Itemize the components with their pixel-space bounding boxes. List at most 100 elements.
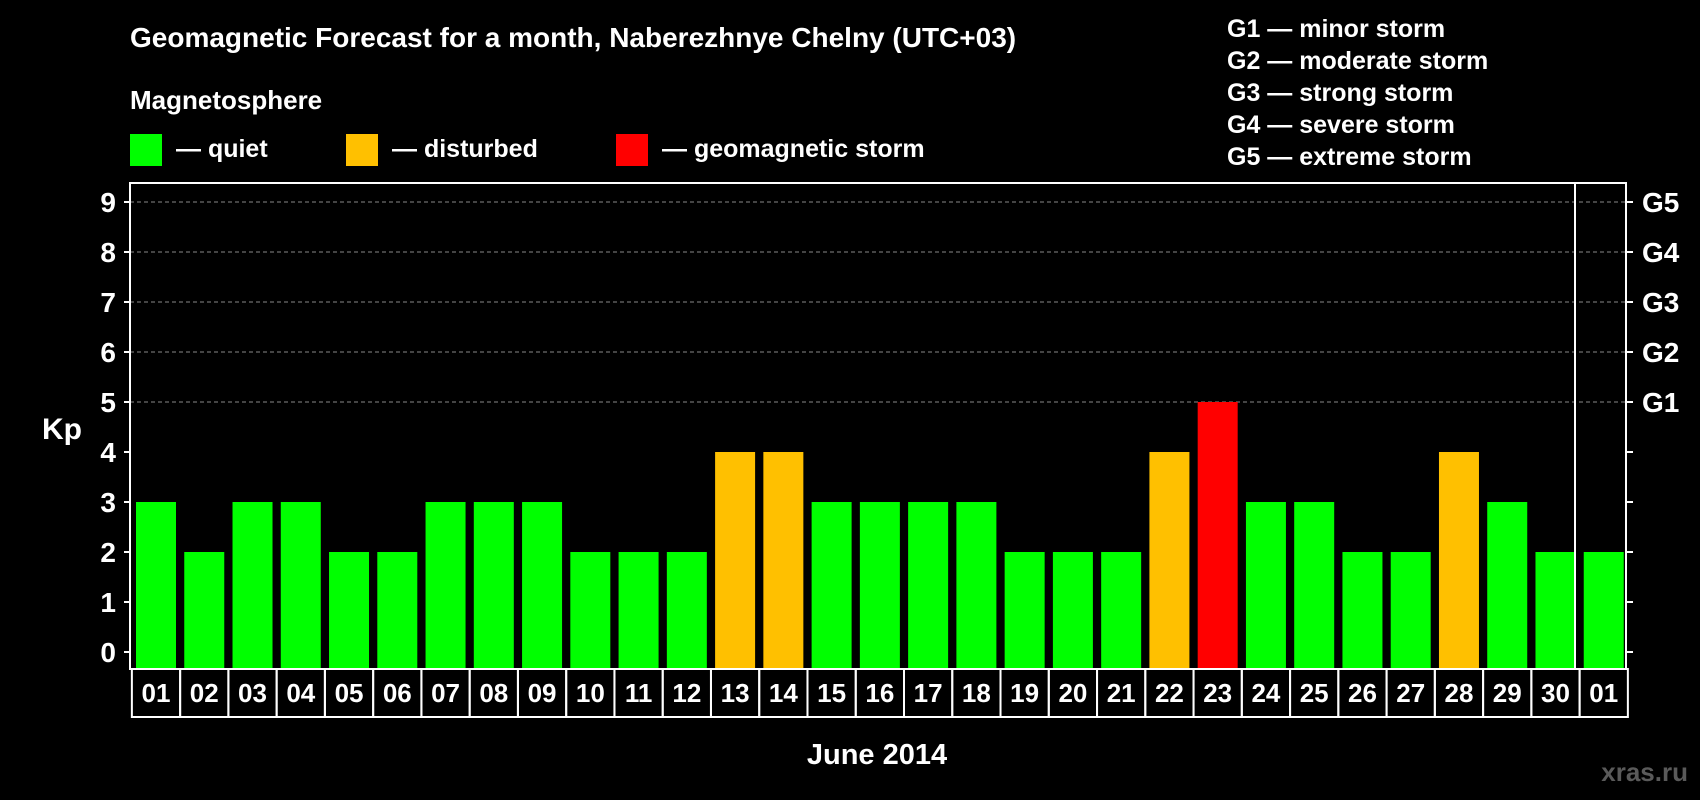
- bar-8: [473, 502, 514, 669]
- bar-13: [715, 452, 756, 669]
- x-tick-label-30: 30: [1541, 678, 1570, 708]
- y-tick-label-1: 1: [100, 587, 116, 618]
- bar-1: [136, 502, 176, 669]
- bar-28: [1438, 452, 1479, 669]
- bar-12: [666, 552, 707, 669]
- y2-tick-label-g1: G1: [1642, 387, 1679, 418]
- bar-25: [1294, 502, 1335, 669]
- y2-tick-label-g4: G4: [1642, 237, 1680, 268]
- x-tick-label-20: 20: [1058, 678, 1087, 708]
- legend-storm-swatch: [616, 134, 648, 166]
- y-tick-label-0: 0: [100, 637, 116, 668]
- x-tick-label-2: 02: [190, 678, 219, 708]
- bar-18: [956, 502, 997, 669]
- x-tick-label-11: 11: [625, 678, 653, 708]
- x-tick-label-9: 09: [528, 678, 557, 708]
- plot-frame: [129, 182, 1627, 670]
- y2-tick-label-g5: G5: [1642, 187, 1679, 218]
- y2-axis: G1 G2 G3 G4 G5: [1642, 187, 1680, 418]
- bar-4: [280, 502, 321, 669]
- bar-5: [329, 552, 370, 669]
- bar-31: [1583, 552, 1624, 669]
- x-tick-label-6: 06: [383, 678, 412, 708]
- y-tick-label-2: 2: [100, 537, 116, 568]
- bar-3: [232, 502, 273, 669]
- y-tick-label-3: 3: [100, 487, 116, 518]
- storm-scale-g5: G5 — extreme storm: [1227, 143, 1472, 171]
- x-tick-label-22: 22: [1155, 678, 1184, 708]
- x-tick-label-27: 27: [1396, 678, 1425, 708]
- x-tick-label-1: 01: [142, 678, 171, 708]
- bar-22: [1149, 452, 1190, 669]
- grid-lines: [130, 201, 1626, 403]
- bar-26: [1342, 552, 1383, 669]
- bar-23: [1197, 402, 1238, 669]
- chart-title: Geomagnetic Forecast for a month, Nabere…: [130, 22, 1016, 53]
- x-tick-label-5: 05: [335, 678, 364, 708]
- legend-disturbed-swatch: [346, 134, 378, 166]
- x-tick-label-14: 14: [769, 678, 798, 708]
- x-tick-label-10: 10: [576, 678, 605, 708]
- y2-tick-label-g2: G2: [1642, 337, 1679, 368]
- bar-15: [811, 502, 852, 669]
- x-tick-label-16: 16: [865, 678, 894, 708]
- bar-19: [1004, 552, 1045, 669]
- x-tick-label-29: 29: [1493, 678, 1522, 708]
- storm-scale-g1: G1 — minor storm: [1227, 15, 1445, 43]
- y-tick-label-7: 7: [100, 287, 116, 318]
- x-tick-label-26: 26: [1348, 678, 1377, 708]
- y-tick-label-8: 8: [100, 237, 116, 268]
- y-tick-label-5: 5: [100, 387, 116, 418]
- bar-9: [522, 502, 563, 669]
- bar-11: [618, 552, 659, 669]
- x-tick-label-24: 24: [1251, 678, 1280, 708]
- bar-24: [1245, 502, 1286, 669]
- bar-14: [763, 452, 804, 669]
- storm-scale-g2: G2 — moderate storm: [1227, 47, 1488, 75]
- x-axis: 01 02 03 04 05 06 07 08 09 10 11 12 13 14 15 16 17 18 19 20…: [130, 668, 1629, 718]
- legend-disturbed-label: — disturbed: [392, 135, 538, 163]
- y2-tick-label-g3: G3: [1642, 287, 1679, 318]
- bars: [136, 402, 1624, 669]
- bar-6: [377, 552, 418, 669]
- x-tick-label-18: 18: [962, 678, 991, 708]
- legend-storm-label: — geomagnetic storm: [662, 135, 925, 163]
- y-tick-label-6: 6: [100, 337, 116, 368]
- bar-27: [1390, 552, 1431, 669]
- storm-scale-g4: G4 — severe storm: [1227, 111, 1455, 139]
- x-tick-label-31: 01: [1589, 678, 1618, 708]
- x-tick-label-21: 21: [1107, 678, 1136, 708]
- watermark: xras.ru: [1601, 757, 1688, 787]
- x-tick-label-19: 19: [1010, 678, 1039, 708]
- x-tick-label-7: 07: [431, 678, 460, 708]
- y-axis: 0 1 2 3 4 5 6 7 8 9: [100, 187, 1633, 668]
- y-axis-label: Kp: [42, 413, 82, 446]
- x-tick-label-4: 04: [286, 678, 315, 708]
- y-tick-label-4: 4: [100, 437, 116, 468]
- bar-2: [184, 552, 225, 669]
- bar-21: [1101, 552, 1142, 669]
- x-tick-label-12: 12: [672, 678, 701, 708]
- bar-30: [1535, 552, 1576, 669]
- bar-10: [570, 552, 611, 669]
- x-axis-label: June 2014: [807, 739, 947, 771]
- legend-quiet-label: — quiet: [176, 135, 268, 163]
- x-tick-label-25: 25: [1300, 678, 1329, 708]
- x-tick-label-17: 17: [914, 678, 943, 708]
- bar-29: [1487, 502, 1528, 669]
- x-tick-label-13: 13: [721, 678, 750, 708]
- x-tick-label-15: 15: [817, 678, 846, 708]
- x-tick-label-8: 08: [479, 678, 508, 708]
- bar-16: [859, 502, 900, 669]
- storm-scale-key: G1 — minor storm G2 — moderate storm G3 …: [1227, 15, 1488, 171]
- legend: — quiet — disturbed — geomagnetic storm: [130, 134, 925, 166]
- x-tick-label-3: 03: [238, 678, 267, 708]
- bar-7: [425, 502, 466, 669]
- storm-scale-g3: G3 — strong storm: [1227, 79, 1453, 107]
- y-tick-label-9: 9: [100, 187, 116, 218]
- bar-20: [1052, 552, 1093, 669]
- legend-quiet-swatch: [130, 134, 162, 166]
- x-tick-label-28: 28: [1445, 678, 1474, 708]
- legend-title: Magnetosphere: [130, 85, 322, 115]
